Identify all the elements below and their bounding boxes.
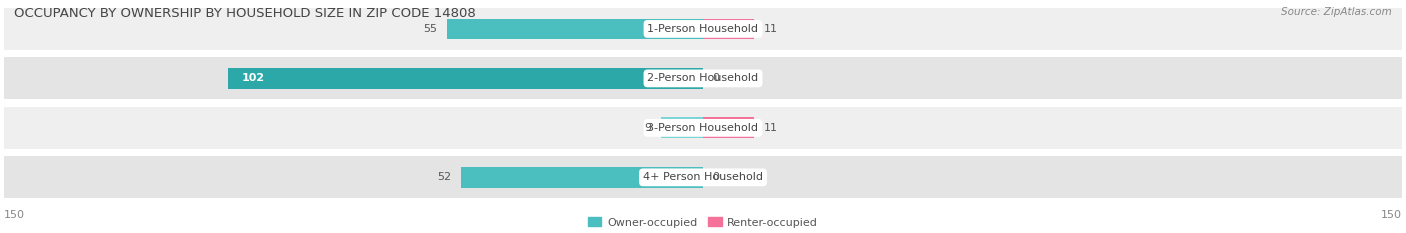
Text: 11: 11 [763, 123, 778, 133]
Text: 3-Person Household: 3-Person Household [648, 123, 758, 133]
Text: 150: 150 [1381, 209, 1402, 219]
Bar [703, 117, 754, 138]
Bar [228, 68, 703, 89]
Text: 0: 0 [713, 73, 720, 83]
Bar [461, 167, 703, 188]
Text: 2-Person Household: 2-Person Household [647, 73, 759, 83]
Bar [4, 57, 1402, 99]
Text: Source: ZipAtlas.com: Source: ZipAtlas.com [1281, 7, 1392, 17]
Text: 150: 150 [4, 209, 25, 219]
Bar [4, 156, 1402, 198]
Text: 1-Person Household: 1-Person Household [648, 24, 758, 34]
Text: 11: 11 [763, 24, 778, 34]
Text: 55: 55 [423, 24, 437, 34]
Text: OCCUPANCY BY OWNERSHIP BY HOUSEHOLD SIZE IN ZIP CODE 14808: OCCUPANCY BY OWNERSHIP BY HOUSEHOLD SIZE… [14, 7, 475, 20]
Bar [4, 107, 1402, 149]
Legend: Owner-occupied, Renter-occupied: Owner-occupied, Renter-occupied [583, 213, 823, 232]
Bar [661, 117, 703, 138]
Bar [703, 18, 754, 39]
Bar [4, 8, 1402, 50]
Text: 0: 0 [713, 172, 720, 182]
Text: 9: 9 [644, 123, 652, 133]
Text: 102: 102 [242, 73, 264, 83]
Bar [447, 18, 703, 39]
Text: 52: 52 [437, 172, 451, 182]
Text: 4+ Person Household: 4+ Person Household [643, 172, 763, 182]
